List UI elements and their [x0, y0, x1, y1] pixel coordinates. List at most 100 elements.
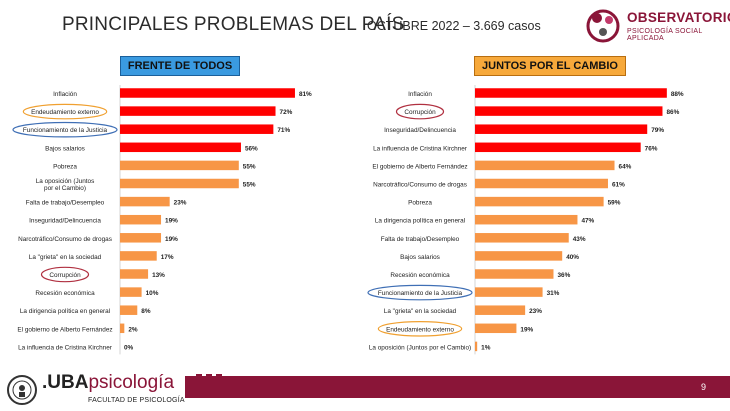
category-label-la-dirigencia-politica-en-general: La dirigencia política en general	[375, 218, 465, 225]
bar-falta-de-trabajo-desempleo	[475, 233, 569, 243]
bar-recesion-economica	[120, 287, 142, 297]
value-label-el-gobierno-de-alberto-fernandez: 2%	[128, 326, 138, 333]
value-label-pobreza: 55%	[243, 163, 256, 170]
highlight-circle-endeudamiento-externo	[377, 320, 463, 337]
highlight-circle-corrupcion	[40, 266, 90, 283]
category-label-recesion-economica: Recesión económica	[390, 272, 450, 279]
bar-funcionamiento-de-la-justicia	[120, 124, 274, 134]
value-label-recesion-economica: 10%	[146, 290, 159, 297]
value-label-funcionamiento-de-la-justicia: 71%	[277, 127, 290, 134]
bar-inflacion	[475, 88, 667, 98]
bar-endeudamiento-externo	[475, 323, 517, 334]
category-label-falta-de-trabajo-desempleo: Falta de trabajo/Desempleo	[381, 236, 460, 243]
category-label-endeudamiento-externo: Endeudamiento externo	[386, 326, 454, 333]
category-label-la-oposicion-juntos-por-el-cambio: La oposición (Juntos por el Cambio)	[369, 344, 471, 351]
bar-endeudamiento-externo	[120, 106, 276, 116]
bar-la-dirigencia-politica-en-general	[120, 305, 138, 315]
bar-bajos-salarios	[475, 251, 563, 261]
value-label-narcotrafico-consumo-de-drogas: 19%	[165, 236, 178, 243]
category-label-falta-de-trabajo-desempleo: Falta de trabajo/Desempleo	[26, 200, 105, 207]
bar-el-gobierno-de-alberto-fernandez	[120, 323, 125, 334]
highlight-circle-funcionamiento-de-la-justicia	[12, 121, 118, 138]
category-label-narcotrafico-consumo-de-drogas: Narcotráfico/Consumo de drogas	[373, 182, 467, 189]
footer-bar	[185, 376, 730, 398]
bar-corrupcion	[120, 269, 149, 279]
value-label-recesion-economica: 36%	[557, 272, 570, 279]
value-label-bajos-salarios: 40%	[566, 254, 579, 261]
category-label-la-grieta-en-la-sociedad: La "grieta" en la sociedad	[384, 308, 457, 315]
category-label-bajos-salarios: Bajos salarios	[45, 145, 85, 152]
value-label-inseguridad-delincuencia: 79%	[651, 127, 664, 134]
category-label-inflacion: Inflación	[53, 91, 77, 98]
bar-la-dirigencia-politica-en-general	[475, 214, 578, 225]
page-subtitle: OCTUBRE 2022 – 3.669 casos	[367, 19, 541, 33]
value-label-bajos-salarios: 56%	[245, 145, 258, 152]
uba-logo: .UBApsicología FACULTAD DE PSICOLOGÍA	[6, 372, 206, 408]
bar-bajos-salarios	[120, 142, 241, 153]
value-label-narcotrafico-consumo-de-drogas: 61%	[612, 182, 625, 189]
category-label-recesion-economica: Recesión económica	[35, 290, 95, 297]
category-label-narcotrafico-consumo-de-drogas: Narcotráfico/Consumo de drogas	[18, 236, 112, 243]
value-label-inseguridad-delincuencia: 19%	[165, 218, 178, 225]
value-label-la-influencia-de-cristina-kirchner: 76%	[645, 145, 658, 152]
bar-la-grieta-en-la-sociedad	[475, 305, 526, 315]
observatorio-logo: OBSERVATORIO PSICOLOGÍA SOCIAL APLICADA	[583, 6, 730, 46]
category-label-la-oposicion-juntos-por-el-cambio: La oposición (Juntos por el Cambio)	[36, 178, 95, 192]
value-label-la-influencia-de-cristina-kirchner: 0%	[124, 344, 134, 351]
bar-funcionamiento-de-la-justicia	[475, 287, 543, 297]
chart-frente-de-todos: Inflación 81% Endeudamiento externo 72% Func…	[12, 85, 312, 355]
uba-logo-text: .UBApsicología	[42, 372, 174, 394]
value-label-corrupcion: 86%	[666, 109, 679, 116]
value-label-endeudamiento-externo: 19%	[520, 326, 533, 333]
uba-seal-icon	[7, 375, 37, 405]
page-title: PRINCIPALES PROBLEMAS DEL PAÍS	[62, 14, 405, 35]
value-label-la-oposicion-juntos-por-el-cambio: 1%	[481, 344, 491, 351]
value-label-inflacion: 81%	[299, 91, 312, 98]
value-label-endeudamiento-externo: 72%	[280, 109, 293, 116]
category-label-funcionamiento-de-la-justicia: Funcionamiento de la Justicia	[378, 290, 463, 297]
bar-inseguridad-delincuencia	[475, 124, 648, 134]
chart-juntos-por-el-cambio: Inflación 88% Corrupción 86% Inseguridad/Del…	[367, 85, 684, 355]
category-label-el-gobierno-de-alberto-fernandez: El gobierno de Alberto Fernández	[372, 163, 467, 170]
value-label-la-oposicion-juntos-por-el-cambio: 55%	[243, 182, 256, 189]
category-label-endeudamiento-externo: Endeudamiento externo	[31, 109, 99, 116]
value-label-la-grieta-en-la-sociedad: 23%	[529, 308, 542, 315]
category-label-funcionamiento-de-la-justicia: Funcionamiento de la Justicia	[23, 127, 108, 134]
uba-logo-prefix: .UBA	[42, 372, 89, 393]
category-label-pobreza: Pobreza	[408, 200, 432, 207]
category-label-corrupcion: Corrupción	[49, 272, 81, 279]
value-label-inflacion: 88%	[671, 91, 684, 98]
panel-title-juntos-por-el-cambio: JUNTOS POR EL CAMBIO	[474, 56, 626, 76]
panel-title-frente-de-todos: FRENTE DE TODOS	[120, 56, 240, 76]
value-label-la-grieta-en-la-sociedad: 17%	[161, 254, 174, 261]
bar-la-oposicion-juntos-por-el-cambio	[120, 178, 239, 189]
highlight-circle-funcionamiento-de-la-justicia	[367, 284, 473, 301]
highlight-circle-endeudamiento-externo	[22, 103, 108, 120]
category-label-inflacion: Inflación	[408, 91, 432, 98]
bar-narcotrafico-consumo-de-drogas	[475, 178, 608, 189]
category-label-corrupcion: Corrupción	[404, 109, 436, 116]
bar-la-influencia-de-cristina-kirchner	[475, 142, 641, 153]
category-label-inseguridad-delincuencia: Inseguridad/Delincuencia	[29, 218, 101, 225]
observatorio-logo-icon	[586, 9, 620, 43]
bar-corrupcion	[475, 106, 663, 116]
page-number: 9	[700, 382, 706, 392]
value-label-el-gobierno-de-alberto-fernandez: 64%	[619, 163, 632, 170]
value-label-pobreza: 59%	[608, 200, 621, 207]
observatorio-logo-text: OBSERVATORIO	[627, 10, 730, 25]
bar-narcotrafico-consumo-de-drogas	[120, 233, 162, 243]
bar-falta-de-trabajo-desempleo	[120, 196, 170, 207]
highlight-circle-corrupcion	[395, 103, 445, 120]
category-label-inseguridad-delincuencia: Inseguridad/Delincuencia	[384, 127, 456, 134]
value-label-corrupcion: 13%	[152, 272, 165, 279]
value-label-falta-de-trabajo-desempleo: 23%	[174, 200, 187, 207]
value-label-falta-de-trabajo-desempleo: 43%	[573, 236, 586, 243]
category-label-bajos-salarios: Bajos salarios	[400, 254, 440, 261]
bar-pobreza	[475, 196, 604, 207]
category-label-la-dirigencia-politica-en-general: La dirigencia política en general	[20, 308, 110, 315]
value-label-la-dirigencia-politica-en-general: 47%	[581, 218, 594, 225]
category-label-la-grieta-en-la-sociedad: La "grieta" en la sociedad	[29, 254, 102, 261]
bar-inflacion	[120, 88, 295, 98]
category-label-pobreza: Pobreza	[53, 163, 77, 170]
